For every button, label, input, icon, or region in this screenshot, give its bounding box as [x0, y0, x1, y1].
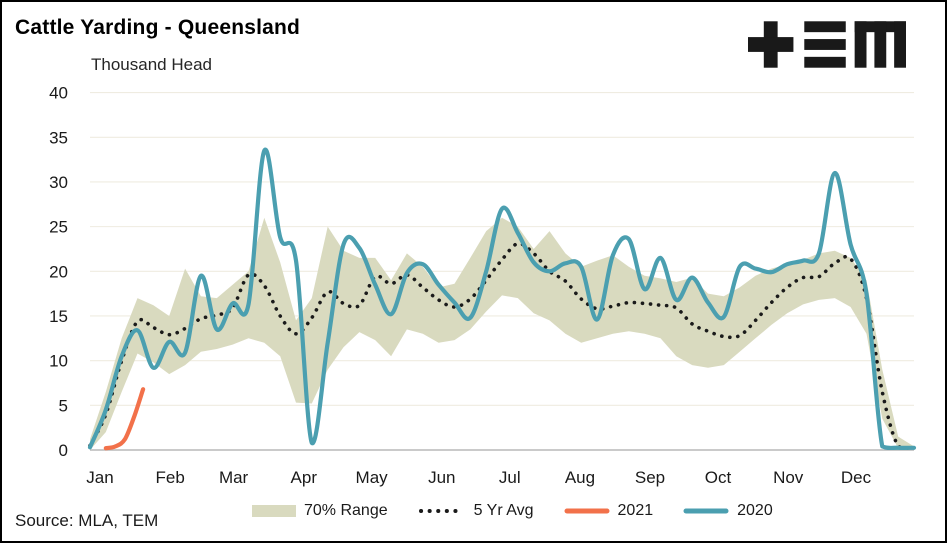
chart-legend: 70% Range 5 Yr Avg 2021 2020	[252, 502, 773, 520]
y-axis-tick-label: 10	[49, 352, 68, 371]
line-swatch-icon	[683, 508, 729, 514]
series-2020-line	[87, 147, 917, 451]
series-2021-line	[103, 387, 146, 451]
tem-logo	[748, 21, 906, 68]
legend-item-5-yr-avg: 5 Yr Avg	[418, 502, 534, 520]
chart-title: Cattle Yarding - Queensland	[15, 16, 301, 39]
y-axis-tick-label: 15	[49, 307, 68, 326]
series-range-band	[90, 217, 914, 450]
x-axis-tick-label: Sep	[635, 468, 665, 487]
y-axis-tick-label: 40	[49, 84, 68, 103]
x-axis-tick-label: Apr	[291, 468, 318, 487]
x-axis-tick-label: Dec	[841, 468, 872, 487]
x-axis-tick-label: Aug	[565, 468, 595, 487]
line-swatch-icon	[564, 508, 610, 514]
dotted-line-swatch-icon	[418, 509, 465, 513]
legend-item-70-range: 70% Range	[252, 502, 388, 520]
y-axis-tick-label: 5	[59, 396, 68, 415]
legend-label: 70% Range	[304, 502, 388, 519]
y-axis-unit-label: Thousand Head	[91, 55, 212, 74]
legend-item-2020: 2020	[683, 502, 773, 520]
y-axis-tick-label: 25	[49, 218, 68, 237]
y-axis-tick-label: 20	[49, 262, 68, 281]
range-band-swatch-icon	[252, 505, 296, 517]
x-axis-tick-label: Feb	[156, 468, 185, 487]
x-axis-tick-label: Mar	[219, 468, 249, 487]
legend-label: 2020	[737, 502, 773, 519]
legend-label: 5 Yr Avg	[473, 502, 534, 519]
x-axis-tick-label: Jul	[499, 468, 521, 487]
y-axis-tick-label: 30	[49, 173, 68, 192]
x-axis-tick-label: May	[356, 468, 389, 487]
y-axis-tick-label: 35	[49, 128, 68, 147]
x-axis-tick-label: Jun	[428, 468, 455, 487]
x-axis-tick-label: Oct	[705, 468, 732, 487]
x-axis-tick-label: Nov	[773, 468, 804, 487]
y-axis-tick-label: 0	[59, 441, 68, 460]
source-note: Source: MLA, TEM	[15, 511, 159, 530]
legend-label: 2021	[617, 502, 654, 519]
x-axis-tick-label: Jan	[86, 468, 113, 487]
legend-item-2021: 2021	[564, 502, 654, 520]
